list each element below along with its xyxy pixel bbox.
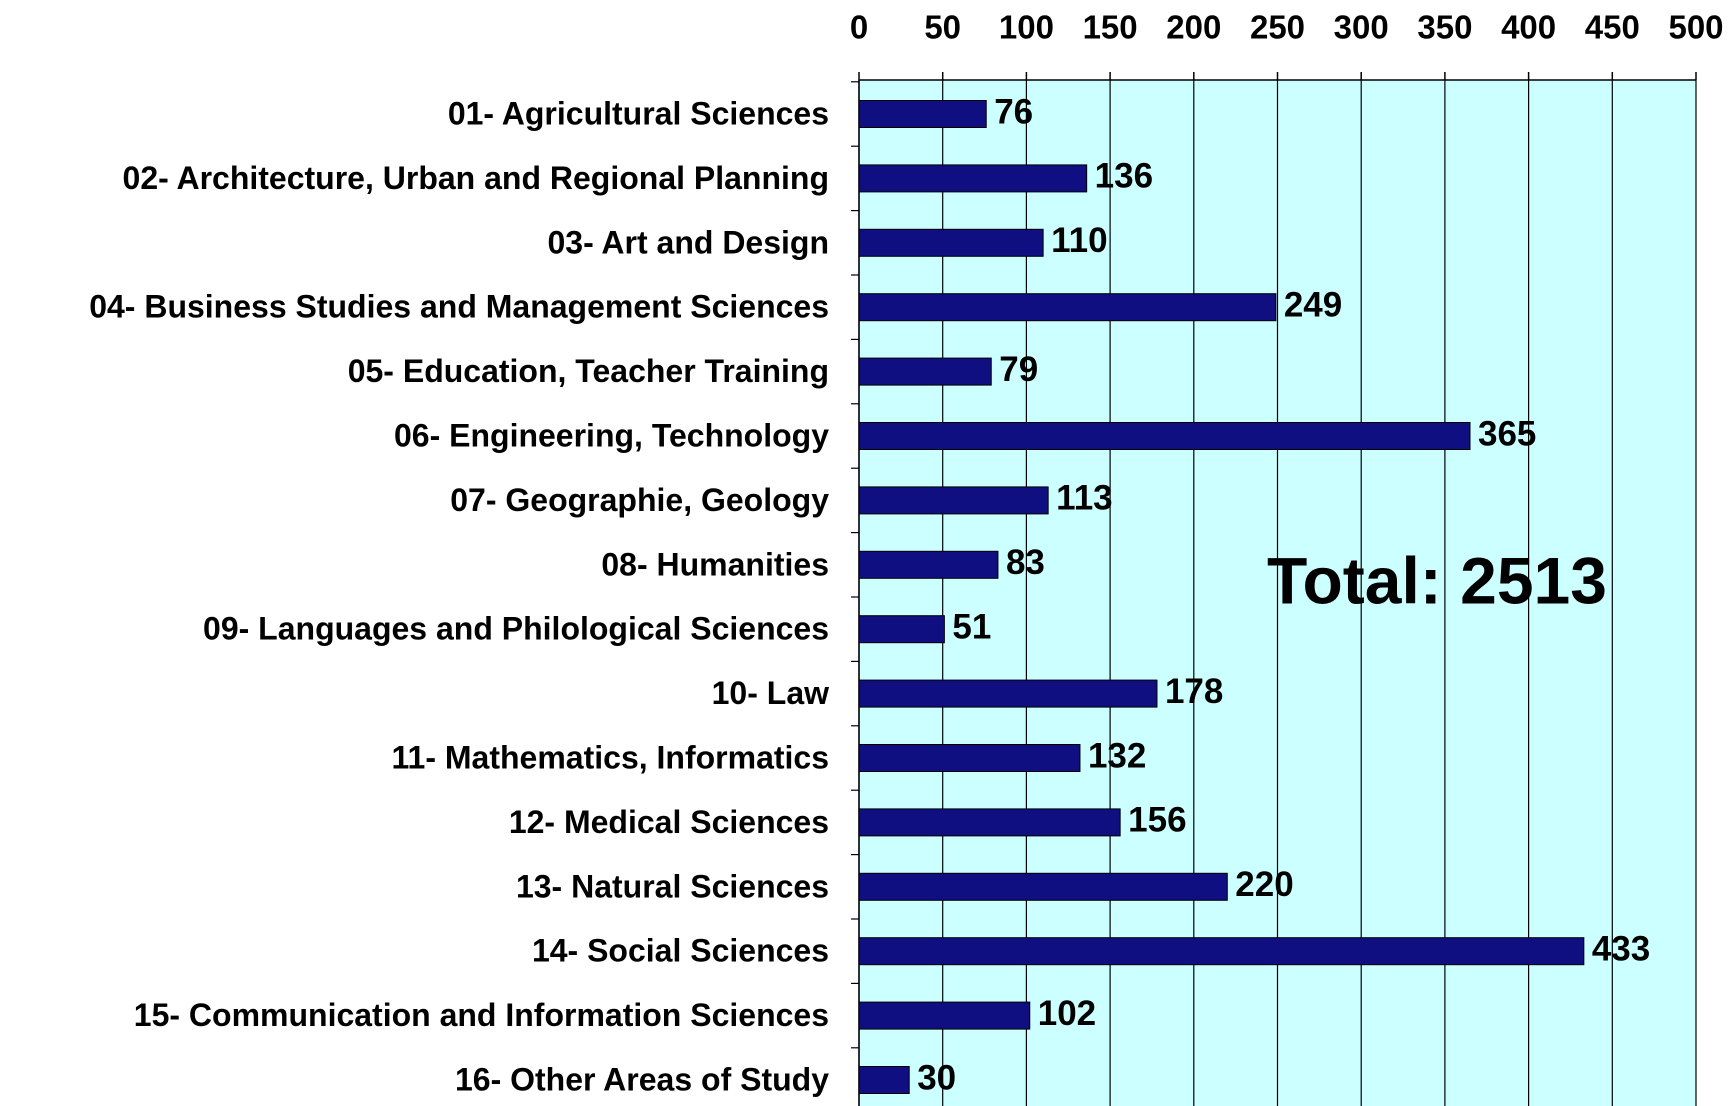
y-tick-label: 03- Art and Design: [547, 224, 829, 260]
bar: [858, 615, 945, 644]
x-tick-label: 200: [1166, 9, 1221, 46]
bar: [858, 744, 1081, 772]
bar: [858, 872, 1228, 901]
bar: [858, 228, 1044, 257]
y-tick-label: 10- Law: [712, 675, 829, 711]
annotation: Total: 2513: [1267, 543, 1607, 617]
data-label: 156: [1128, 801, 1186, 840]
data-label: 433: [1592, 929, 1650, 968]
data-label: 102: [1038, 994, 1096, 1033]
data-label: 30: [917, 1058, 956, 1097]
y-tick-label: 06- Engineering, Technology: [394, 417, 829, 453]
y-tick-label: 08- Humanities: [601, 546, 829, 582]
data-label: 249: [1284, 285, 1342, 324]
bar: [858, 1001, 1031, 1030]
x-tick-label: 350: [1417, 9, 1472, 46]
y-tick-label: 13- Natural Sciences: [516, 868, 829, 904]
x-tick-label: 400: [1501, 9, 1556, 46]
bar: [858, 808, 1121, 837]
y-tick-label: 12- Medical Sciences: [509, 804, 829, 840]
bar: [858, 1066, 910, 1094]
data-label: 76: [994, 92, 1033, 131]
data-label: 132: [1088, 736, 1146, 775]
x-tick-label: 50: [924, 9, 961, 46]
data-label: 83: [1006, 543, 1045, 582]
data-label: 178: [1165, 672, 1223, 711]
bar: [858, 164, 1088, 193]
x-tick-label: 0: [850, 9, 868, 46]
bar: [858, 100, 987, 128]
data-label: 136: [1095, 157, 1153, 196]
x-tick-label: 100: [999, 9, 1054, 46]
data-label: 110: [1051, 221, 1107, 260]
data-label: 113: [1056, 479, 1112, 518]
y-tick-label: 02- Architecture, Urban and Regional Pla…: [123, 160, 829, 196]
y-tick-label: 15- Communication and Information Scienc…: [134, 997, 829, 1033]
x-tick-label: 450: [1585, 9, 1640, 46]
data-label: 51: [952, 607, 991, 646]
data-label: 79: [999, 350, 1038, 389]
data-label: 220: [1235, 865, 1293, 904]
x-tick-label: 500: [1668, 9, 1723, 46]
y-tick-label: 01- Agricultural Sciences: [448, 95, 829, 131]
y-tick-label: 07- Geographie, Geology: [450, 482, 829, 518]
y-tick-label: 09- Languages and Philological Sciences: [203, 611, 829, 647]
bar: [858, 293, 1277, 322]
bar: [858, 422, 1471, 450]
y-tick-label: 16- Other Areas of Study: [455, 1061, 829, 1097]
x-tick-label: 300: [1334, 9, 1389, 46]
y-tick-label: 14- Social Sciences: [532, 933, 829, 969]
bar: [858, 550, 999, 579]
y-tick-label: 05- Education, Teacher Training: [348, 353, 829, 389]
data-label: 365: [1478, 414, 1536, 453]
bar: [858, 357, 992, 386]
x-tick-label: 150: [1083, 9, 1138, 46]
x-tick-label: 250: [1250, 9, 1305, 46]
y-tick-label: 04- Business Studies and Management Scie…: [89, 289, 829, 325]
bar: [858, 486, 1049, 515]
y-tick-label: 11- Mathematics, Informatics: [392, 739, 829, 775]
bar: [858, 937, 1585, 966]
bar: [858, 679, 1158, 708]
